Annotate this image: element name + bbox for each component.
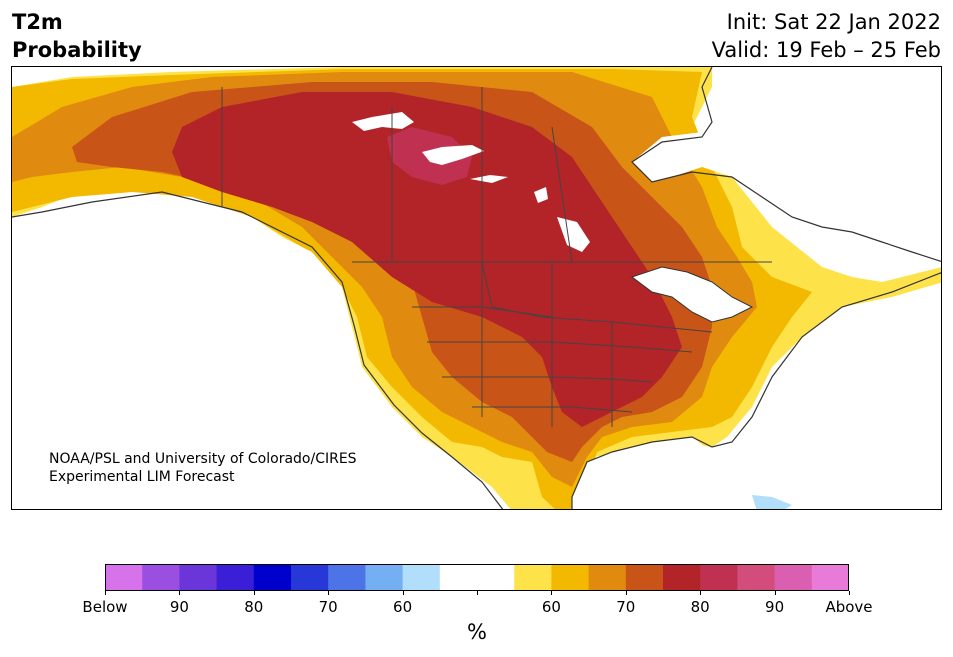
colorbar-swatch bbox=[811, 564, 849, 591]
colorbar-swatch bbox=[216, 564, 255, 591]
lake-ne-alberta bbox=[534, 187, 548, 203]
colorbar-swatch bbox=[663, 564, 701, 591]
colorbar-tick-mark bbox=[700, 591, 702, 595]
colorbar-tick-label: Below bbox=[82, 598, 128, 616]
hudson-bay bbox=[632, 87, 941, 262]
colorbar-border bbox=[105, 564, 849, 591]
colorbar-tick-mark bbox=[105, 591, 106, 595]
colorbar-swatch bbox=[514, 564, 552, 591]
colorbar-tick-mark bbox=[328, 591, 330, 595]
colorbar-tick-mark bbox=[477, 591, 478, 595]
colorbar-tick-label: Above bbox=[825, 598, 873, 616]
colorbar-tick-label: 90 bbox=[765, 598, 785, 616]
colorbar-swatch bbox=[439, 564, 478, 591]
credit-line-1: NOAA/PSL and University of Colorado/CIRE… bbox=[49, 451, 357, 467]
valid-range: Valid: 19 Feb – 25 Feb bbox=[711, 38, 941, 62]
colorbar bbox=[105, 564, 849, 591]
colorbar-tick-mark bbox=[774, 591, 776, 595]
colorbar-tick-mark bbox=[253, 591, 255, 595]
colorbar-tick-label: 70 bbox=[616, 598, 636, 616]
colorbar-tick-label: 60 bbox=[393, 598, 413, 616]
gulf-of-mexico bbox=[572, 437, 712, 509]
colorbar-tick-label: 80 bbox=[690, 598, 710, 616]
colorbar-swatch bbox=[700, 564, 738, 591]
lake-athabasca bbox=[470, 175, 508, 183]
forecast-info: Init: Sat 22 Jan 2022 Valid: 19 Feb – 25… bbox=[712, 8, 941, 64]
units-label: % bbox=[467, 620, 487, 644]
colorbar-tick-label: 90 bbox=[169, 598, 189, 616]
great-slave-lake bbox=[422, 145, 484, 165]
colorbar-tick-mark bbox=[402, 591, 404, 595]
great-bear-lake bbox=[352, 112, 414, 131]
map-title: T2m Probability bbox=[12, 8, 142, 64]
pacific-ocean bbox=[12, 197, 501, 509]
colorbar-swatch bbox=[774, 564, 813, 591]
zone-80 bbox=[172, 92, 682, 427]
probability-map bbox=[12, 67, 941, 509]
colorbar-tick-mark bbox=[551, 591, 553, 595]
colorbar-swatch bbox=[105, 564, 143, 591]
colorbar-tick-label: 80 bbox=[244, 598, 264, 616]
title-line-1: T2m bbox=[12, 10, 63, 34]
colorbar-swatch bbox=[365, 564, 404, 591]
colorbar-swatch bbox=[477, 564, 515, 591]
colorbar-swatch bbox=[142, 564, 180, 591]
colorbar-swatch bbox=[625, 564, 664, 591]
colorbar-tick-mark bbox=[849, 591, 850, 595]
colorbar-swatch bbox=[179, 564, 218, 591]
colorbar-swatch bbox=[588, 564, 627, 591]
colorbar-swatch bbox=[291, 564, 329, 591]
colorbar-swatch bbox=[737, 564, 776, 591]
colorbar-tick-mark bbox=[179, 591, 181, 595]
political-borders bbox=[221, 87, 772, 427]
credit-text: NOAA/PSL and University of Colorado/CIRE… bbox=[49, 450, 357, 486]
colorbar-tick-label: 70 bbox=[318, 598, 338, 616]
colorbar-swatch bbox=[328, 564, 366, 591]
title-line-2: Probability bbox=[12, 38, 142, 62]
colorbar-swatch bbox=[402, 564, 441, 591]
colorbar-swatch bbox=[253, 564, 292, 591]
coastlines bbox=[12, 67, 941, 509]
credit-line-2: Experimental LIM Forecast bbox=[49, 469, 235, 485]
colorbar-swatch bbox=[551, 564, 590, 591]
colorbar-tick-label: 60 bbox=[541, 598, 561, 616]
lake-winnipeg bbox=[557, 217, 590, 252]
great-lakes bbox=[630, 266, 754, 323]
zone-below-60-sw bbox=[752, 495, 792, 509]
colorbar-tick-mark bbox=[625, 591, 627, 595]
init-date: Init: Sat 22 Jan 2022 bbox=[726, 10, 941, 34]
map-panel bbox=[11, 66, 942, 510]
